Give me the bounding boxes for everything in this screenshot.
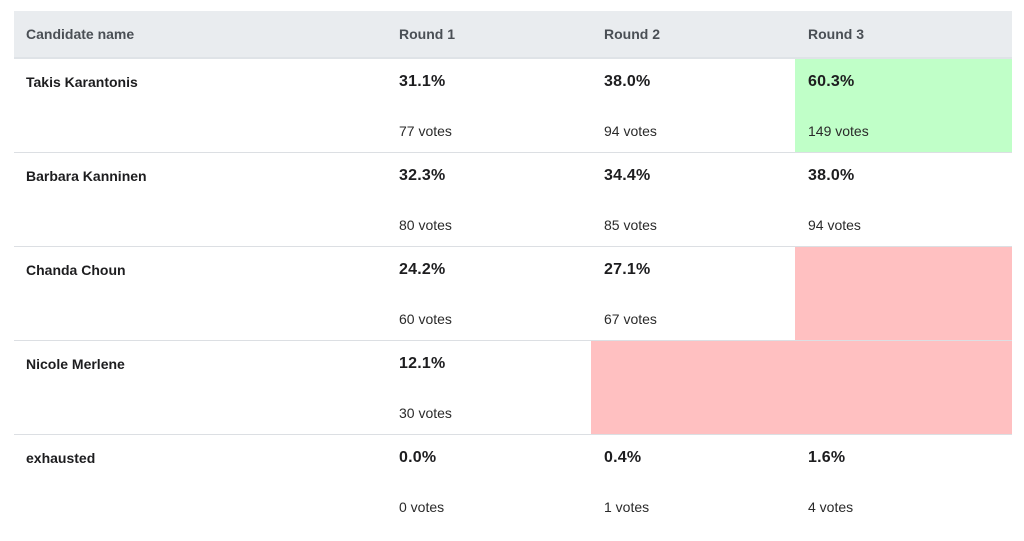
vote-count: 94 votes — [604, 123, 657, 139]
round-1-cell: 31.1% 77 votes — [386, 58, 591, 152]
candidate-name: exhausted — [14, 433, 386, 528]
vote-percentage: 34.4% — [604, 166, 651, 184]
table-row: Barbara Kanninen 32.3% 80 votes 34.4% 85… — [14, 151, 1012, 246]
vote-percentage: 32.3% — [399, 166, 446, 184]
round-1-cell: 0.0% 0 votes — [386, 433, 591, 528]
vote-count: 149 votes — [808, 123, 869, 139]
table-row: Nicole Merlene 12.1% 30 votes — [14, 339, 1012, 434]
vote-percentage: 31.1% — [399, 73, 446, 90]
vote-percentage: 0.4% — [604, 448, 642, 466]
results-table-container: Candidate name Round 1 Round 2 Round 3 T… — [14, 11, 1012, 528]
candidate-name: Chanda Choun — [14, 245, 386, 340]
round-1-cell: 32.3% 80 votes — [386, 151, 591, 246]
round-2-cell: 27.1% 67 votes — [591, 245, 795, 340]
column-header-round-3: Round 3 — [795, 11, 1012, 59]
round-2-3-cell-eliminated — [591, 339, 1012, 434]
round-2-cell: 34.4% 85 votes — [591, 151, 795, 246]
table-row: Chanda Choun 24.2% 60 votes 27.1% 67 vot… — [14, 245, 1012, 340]
vote-percentage: 12.1% — [399, 354, 446, 372]
round-3-cell: 1.6% 4 votes — [795, 433, 1012, 528]
vote-count: 1 votes — [604, 498, 650, 515]
vote-count: 30 votes — [399, 404, 452, 421]
vote-percentage: 1.6% — [808, 448, 846, 466]
vote-percentage: 24.2% — [399, 260, 446, 278]
round-3-cell-eliminated — [795, 245, 1012, 340]
candidate-name: Nicole Merlene — [14, 339, 386, 434]
round-1-cell: 24.2% 60 votes — [386, 245, 591, 340]
round-2-cell: 38.0% 94 votes — [591, 58, 795, 152]
vote-count: 60 votes — [399, 310, 452, 327]
vote-percentage: 27.1% — [604, 260, 651, 278]
table-row: Takis Karantonis 31.1% 77 votes 38.0% 94… — [14, 58, 1012, 152]
vote-percentage: 38.0% — [604, 73, 651, 90]
vote-count: 77 votes — [399, 123, 452, 139]
vote-count: 94 votes — [808, 216, 861, 233]
vote-percentage: 60.3% — [808, 73, 855, 90]
vote-count: 85 votes — [604, 216, 657, 233]
vote-count: 0 votes — [399, 498, 445, 515]
vote-count: 67 votes — [604, 310, 657, 327]
round-3-cell: 38.0% 94 votes — [795, 151, 1012, 246]
candidate-name: Barbara Kanninen — [14, 151, 386, 246]
candidate-name: Takis Karantonis — [26, 74, 138, 90]
column-header-round-1: Round 1 — [386, 11, 591, 59]
table-row: exhausted 0.0% 0 votes 0.4% 1 votes 1.6%… — [14, 433, 1012, 528]
rcv-results-table: Candidate name Round 1 Round 2 Round 3 T… — [14, 11, 1012, 528]
vote-count: 4 votes — [808, 498, 854, 515]
vote-percentage: 38.0% — [808, 166, 855, 184]
round-1-cell: 12.1% 30 votes — [386, 339, 591, 434]
table-header-row: Candidate name Round 1 Round 2 Round 3 — [14, 11, 1012, 59]
column-header-round-2: Round 2 — [591, 11, 795, 59]
round-3-cell-winner: 60.3% 149 votes — [795, 58, 1012, 152]
vote-count: 80 votes — [399, 216, 452, 233]
column-header-candidate: Candidate name — [14, 11, 386, 59]
vote-percentage: 0.0% — [399, 448, 437, 466]
round-2-cell: 0.4% 1 votes — [591, 433, 795, 528]
